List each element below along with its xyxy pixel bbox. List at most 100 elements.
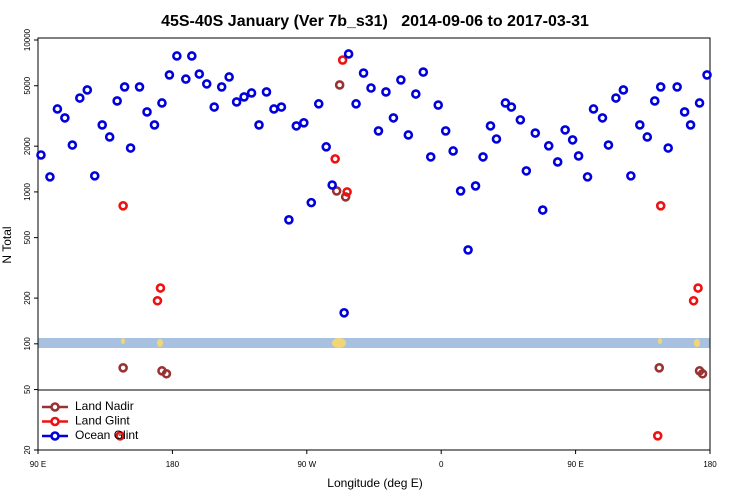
point — [618, 85, 629, 95]
point — [321, 142, 332, 152]
point — [334, 80, 345, 90]
point — [611, 93, 621, 103]
point — [209, 102, 220, 112]
point — [157, 98, 167, 108]
y-tick-label: 10000 — [23, 28, 32, 51]
y-axis-label: N Total — [0, 226, 14, 263]
y-tick-label: 5000 — [23, 76, 32, 94]
chart-title: 45S-40S January (Ver 7b_s31) 2014-09-06 … — [161, 13, 589, 30]
point — [688, 295, 699, 306]
point — [299, 118, 309, 128]
point — [125, 143, 136, 153]
y-tick-label: 2000 — [23, 137, 32, 155]
point — [693, 283, 703, 293]
point — [652, 431, 663, 441]
x-tick-label: 0 — [439, 460, 444, 469]
point — [342, 187, 352, 197]
point — [339, 308, 349, 318]
point — [433, 100, 444, 110]
point — [537, 205, 548, 215]
point — [254, 120, 264, 130]
point — [82, 85, 93, 95]
x-axis-label: Longitude (deg E) — [327, 476, 422, 490]
point — [104, 132, 115, 142]
series — [118, 80, 708, 379]
point — [506, 102, 517, 112]
x-tick-label: 90 E — [30, 460, 46, 469]
point — [60, 113, 70, 123]
point — [187, 51, 197, 61]
y-tick-label: 20 — [23, 445, 32, 454]
point — [440, 126, 451, 136]
point — [358, 68, 369, 78]
land-blob — [694, 339, 700, 347]
point — [649, 96, 660, 106]
point — [663, 143, 673, 153]
point — [463, 245, 473, 255]
point — [582, 172, 593, 182]
point — [679, 107, 690, 117]
point — [552, 157, 563, 167]
point — [515, 115, 526, 125]
point — [118, 201, 128, 211]
point — [115, 431, 125, 441]
point — [418, 67, 429, 77]
point — [560, 125, 570, 135]
point — [194, 69, 205, 79]
point — [112, 96, 122, 106]
point — [351, 99, 361, 109]
point — [366, 83, 376, 93]
point — [388, 113, 399, 123]
point — [161, 368, 172, 379]
point — [97, 120, 108, 130]
point — [224, 72, 234, 82]
point — [164, 70, 175, 80]
point — [134, 82, 145, 92]
point — [396, 75, 406, 85]
x-tick-label: 180 — [703, 460, 717, 469]
point — [485, 121, 496, 131]
point — [152, 295, 163, 306]
point — [118, 363, 128, 373]
point — [327, 180, 337, 190]
legend-label: Land Nadir — [75, 399, 134, 413]
x-tick-label: 180 — [166, 460, 180, 469]
point — [45, 172, 55, 182]
point — [381, 87, 391, 97]
y-tick-label: 200 — [23, 291, 32, 305]
legend-marker — [50, 416, 60, 427]
point — [155, 283, 166, 293]
legend-marker — [50, 431, 60, 441]
point — [36, 150, 46, 160]
point — [313, 99, 324, 109]
x-tick-label: 90 W — [297, 460, 316, 469]
point — [291, 121, 302, 131]
point — [567, 135, 578, 145]
point — [331, 186, 342, 196]
legend-marker — [50, 402, 60, 412]
x-tick-label: 90 E — [567, 460, 583, 469]
point — [530, 128, 541, 138]
point — [491, 134, 502, 144]
point — [697, 368, 708, 379]
point — [261, 87, 272, 97]
point — [284, 215, 294, 225]
map-strip — [38, 338, 710, 348]
land-blob — [157, 339, 163, 347]
point — [306, 197, 317, 208]
point — [603, 140, 614, 150]
point — [89, 171, 100, 181]
point — [343, 49, 354, 59]
point — [573, 151, 584, 161]
point — [626, 171, 636, 181]
point — [655, 201, 666, 211]
point — [411, 89, 421, 99]
point — [448, 146, 458, 156]
point — [642, 132, 653, 142]
legend-label: Ocean Glint — [75, 428, 139, 442]
point — [425, 152, 436, 162]
legend-label: Land Glint — [75, 414, 130, 428]
point — [67, 140, 78, 150]
